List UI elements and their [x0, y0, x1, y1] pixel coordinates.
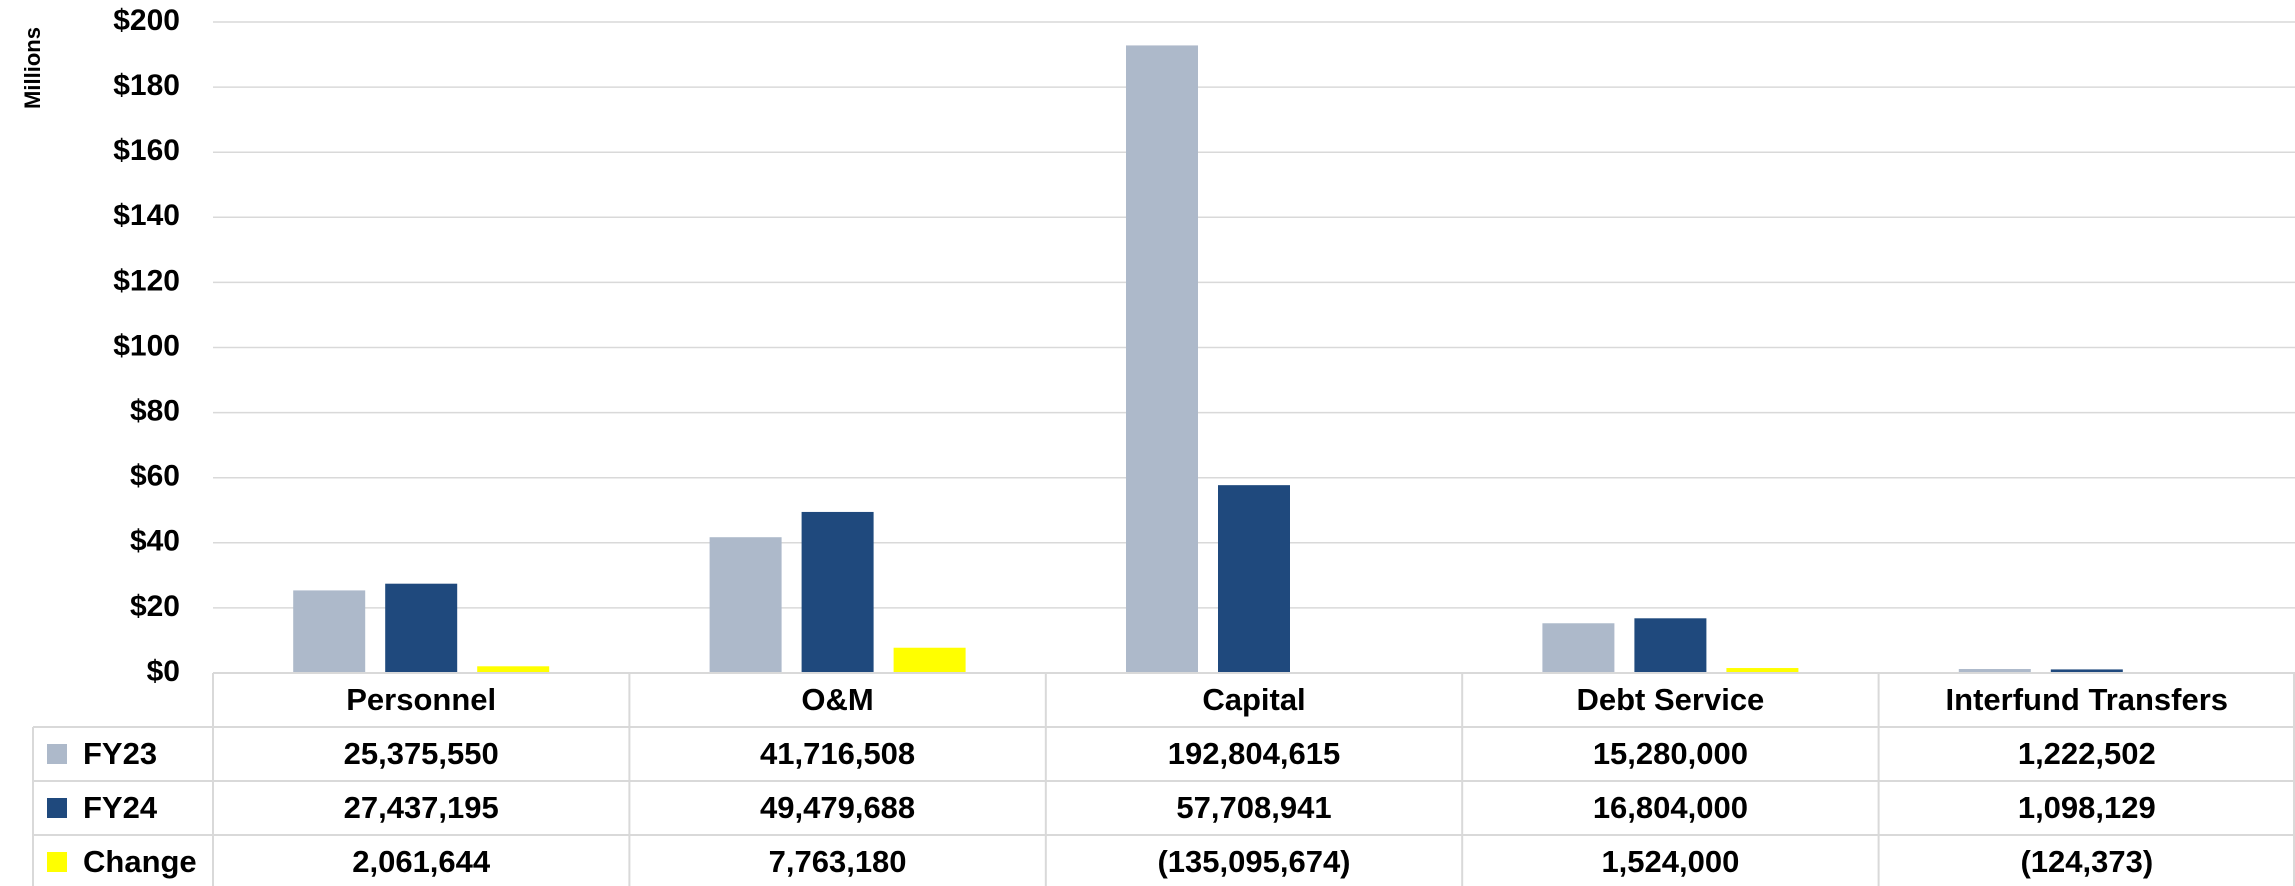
bar-fy23-o-m	[709, 537, 782, 673]
y-tick-label: $80	[130, 395, 180, 428]
bar-fy24-o-m	[801, 511, 874, 673]
bar-fy23-interfund-transfers	[1958, 669, 2031, 673]
table-cell: 41,716,508	[760, 736, 915, 771]
x-category-label: Interfund Transfers	[1946, 682, 2229, 717]
bar-fy24-personnel	[385, 583, 458, 673]
table-cell: 1,222,502	[2018, 736, 2156, 771]
table-cell: 192,804,615	[1168, 736, 1340, 771]
legend-label-change: Change	[83, 844, 197, 879]
table-cell: 1,524,000	[1601, 844, 1739, 879]
bar-fy24-capital	[1218, 485, 1290, 673]
legend-key-fy23	[47, 744, 67, 764]
legend-label-fy24: FY24	[83, 790, 158, 825]
y-tick-label: $40	[130, 525, 180, 558]
table-cell: 16,804,000	[1593, 790, 1748, 825]
y-tick-label: $160	[113, 134, 180, 167]
table-cell: 15,280,000	[1593, 736, 1748, 771]
bar-change-o-m	[893, 647, 966, 673]
bar-change-debt-service	[1726, 668, 1799, 673]
table-cell: 27,437,195	[344, 790, 499, 825]
table-cell: 7,763,180	[769, 844, 907, 879]
y-tick-label: $200	[113, 4, 180, 37]
y-tick-label: $100	[113, 329, 180, 362]
bars	[293, 45, 2123, 674]
y-tick-label: $140	[113, 199, 180, 232]
bar-fy24-debt-service	[1634, 618, 1707, 673]
legend-label-fy23: FY23	[83, 736, 157, 771]
y-tick-label: $20	[130, 590, 180, 623]
table-cell: 1,098,129	[2018, 790, 2156, 825]
x-category-label: Capital	[1202, 682, 1305, 717]
table-cell: 57,708,941	[1176, 790, 1331, 825]
y-tick-label: $60	[130, 460, 180, 493]
gridlines	[213, 21, 2295, 609]
bar-fy23-personnel	[293, 590, 366, 673]
data-table: Personnel O&M Capital Debt Service Interfund…	[32, 672, 2295, 886]
table-cell: 49,479,688	[760, 790, 915, 825]
x-category-label: Debt Service	[1576, 682, 1764, 717]
legend-key-change	[47, 852, 67, 872]
legend-key-fy24	[47, 798, 67, 818]
table-cell: (124,373)	[2020, 844, 2153, 879]
bar-fy24-interfund-transfers	[2050, 669, 2123, 673]
bar-fy23-capital	[1126, 45, 1198, 674]
bar-fy23-debt-service	[1542, 623, 1615, 673]
y-axis: $0 $20 $40 $60 $80 $100 $120 $140 $160 $180 $200	[113, 4, 180, 688]
table-cell: 25,375,550	[344, 736, 499, 771]
table-cell: (135,095,674)	[1157, 844, 1350, 879]
y-axis-unit-label: Millions	[20, 27, 45, 109]
y-tick-label: $180	[113, 69, 180, 102]
x-category-label: Personnel	[346, 682, 496, 717]
y-tick-label: $0	[147, 655, 180, 688]
y-tick-label: $120	[113, 264, 180, 297]
bar-change-personnel	[477, 666, 550, 673]
x-category-label: O&M	[801, 682, 873, 717]
table-cell: 2,061,644	[352, 844, 491, 879]
